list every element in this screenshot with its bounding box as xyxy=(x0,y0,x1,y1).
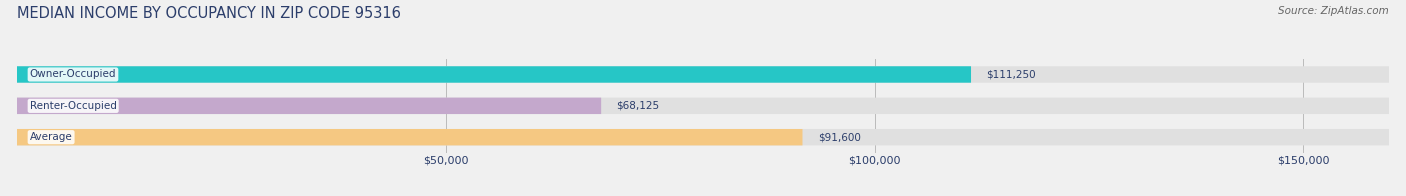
Text: Source: ZipAtlas.com: Source: ZipAtlas.com xyxy=(1278,6,1389,16)
Text: $68,125: $68,125 xyxy=(617,101,659,111)
FancyBboxPatch shape xyxy=(17,98,1389,114)
Text: $91,600: $91,600 xyxy=(818,132,860,142)
Text: Owner-Occupied: Owner-Occupied xyxy=(30,69,117,80)
FancyBboxPatch shape xyxy=(17,66,1389,83)
FancyBboxPatch shape xyxy=(17,66,972,83)
FancyBboxPatch shape xyxy=(17,129,1389,145)
FancyBboxPatch shape xyxy=(17,129,803,145)
Text: $111,250: $111,250 xyxy=(987,69,1036,80)
Text: Renter-Occupied: Renter-Occupied xyxy=(30,101,117,111)
FancyBboxPatch shape xyxy=(17,98,602,114)
Text: MEDIAN INCOME BY OCCUPANCY IN ZIP CODE 95316: MEDIAN INCOME BY OCCUPANCY IN ZIP CODE 9… xyxy=(17,6,401,21)
Text: Average: Average xyxy=(30,132,73,142)
